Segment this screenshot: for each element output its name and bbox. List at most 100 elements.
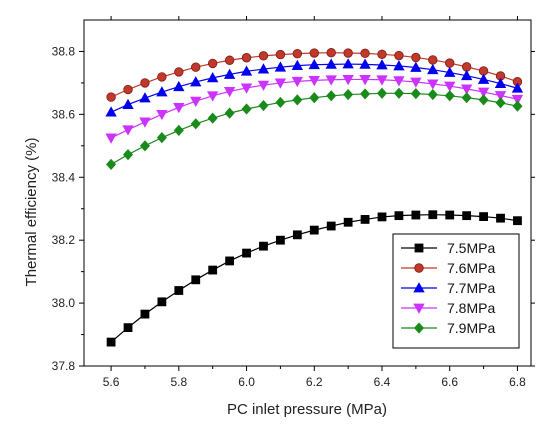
data-point <box>394 50 404 61</box>
data-point <box>410 61 422 72</box>
data-point <box>511 94 524 106</box>
legend-label: 7.7MPa <box>447 280 495 296</box>
data-point <box>208 265 218 275</box>
data-point <box>411 52 421 63</box>
data-point <box>377 49 387 59</box>
data-point <box>393 87 404 99</box>
data-point <box>139 117 151 128</box>
data-point <box>292 48 303 59</box>
data-point <box>259 241 268 251</box>
data-point <box>461 92 472 104</box>
data-point <box>207 72 219 83</box>
data-point <box>427 63 439 75</box>
data-point <box>105 133 117 144</box>
data-point <box>359 58 371 69</box>
data-point <box>191 62 201 72</box>
legend-label: 7.5MPa <box>447 240 495 256</box>
legend-entry: 7.7MPa <box>401 280 495 296</box>
series-3 <box>105 75 524 144</box>
data-point <box>342 75 354 86</box>
data-point <box>257 63 270 74</box>
data-point <box>376 59 388 70</box>
data-point <box>428 55 438 65</box>
data-point <box>376 87 388 99</box>
data-point <box>376 75 388 86</box>
data-point <box>173 80 185 92</box>
data-point <box>343 217 353 227</box>
data-point <box>123 323 133 333</box>
series-line <box>110 92 518 165</box>
data-point <box>240 65 253 76</box>
data-point <box>325 75 337 86</box>
data-point <box>377 212 387 222</box>
data-point <box>445 210 455 220</box>
data-point <box>105 106 117 117</box>
data-point <box>326 221 336 231</box>
data-point <box>122 125 134 136</box>
data-point <box>156 109 168 121</box>
data-point <box>190 96 202 107</box>
data-point <box>494 77 507 88</box>
x-tick-label: 6.2 <box>306 375 323 389</box>
data-point <box>359 75 371 86</box>
data-point <box>292 94 303 106</box>
data-point <box>223 68 236 79</box>
data-point <box>427 79 439 90</box>
data-point <box>274 61 287 72</box>
data-point <box>139 140 150 152</box>
data-point <box>106 92 116 102</box>
data-point <box>393 76 405 87</box>
data-point <box>325 58 337 69</box>
legend-label: 7.8MPa <box>447 300 495 316</box>
legend-marker <box>413 303 425 314</box>
data-point <box>444 90 455 102</box>
data-point <box>343 88 354 101</box>
data-point <box>444 66 456 77</box>
y-axis-label: Thermal efficiency (%) <box>23 138 40 287</box>
data-point <box>326 90 337 102</box>
data-point <box>207 91 219 102</box>
data-point <box>393 60 405 71</box>
data-point <box>512 100 523 112</box>
x-axis-label: PC inlet pressure (MPa) <box>227 401 387 418</box>
data-point <box>140 78 150 88</box>
y-tick-label: 38.6 <box>52 107 76 121</box>
data-point <box>156 86 168 97</box>
x-tick-label: 6.8 <box>509 375 526 389</box>
series-line <box>110 63 518 113</box>
legend-entry: 7.9MPa <box>401 320 495 336</box>
data-point <box>478 94 489 106</box>
data-point <box>275 96 286 109</box>
data-point <box>360 88 371 100</box>
series-1 <box>106 48 523 102</box>
data-point <box>309 225 319 235</box>
data-point <box>460 69 473 81</box>
y-tick-label: 38.2 <box>52 233 76 247</box>
data-point <box>326 48 336 58</box>
data-point <box>241 103 252 115</box>
data-point <box>122 149 134 161</box>
legend-label: 7.9MPa <box>447 320 495 336</box>
x-tick-label: 6.0 <box>238 375 255 389</box>
data-point <box>291 59 304 71</box>
series-0 <box>106 210 522 347</box>
data-point <box>462 211 472 221</box>
data-point <box>410 77 422 88</box>
data-point <box>207 112 218 124</box>
data-point <box>291 76 304 88</box>
data-point <box>495 97 506 109</box>
y-tick-label: 38.0 <box>52 296 76 310</box>
data-point <box>360 215 370 224</box>
data-point <box>292 230 302 240</box>
data-point <box>494 91 507 102</box>
legend-box <box>392 233 520 349</box>
data-point <box>496 213 505 223</box>
data-point <box>240 83 253 94</box>
y-tick-label: 38.8 <box>52 44 76 58</box>
data-point <box>274 78 287 89</box>
y-tick-label: 37.8 <box>52 359 76 373</box>
data-point <box>174 286 184 295</box>
data-point <box>308 75 320 87</box>
